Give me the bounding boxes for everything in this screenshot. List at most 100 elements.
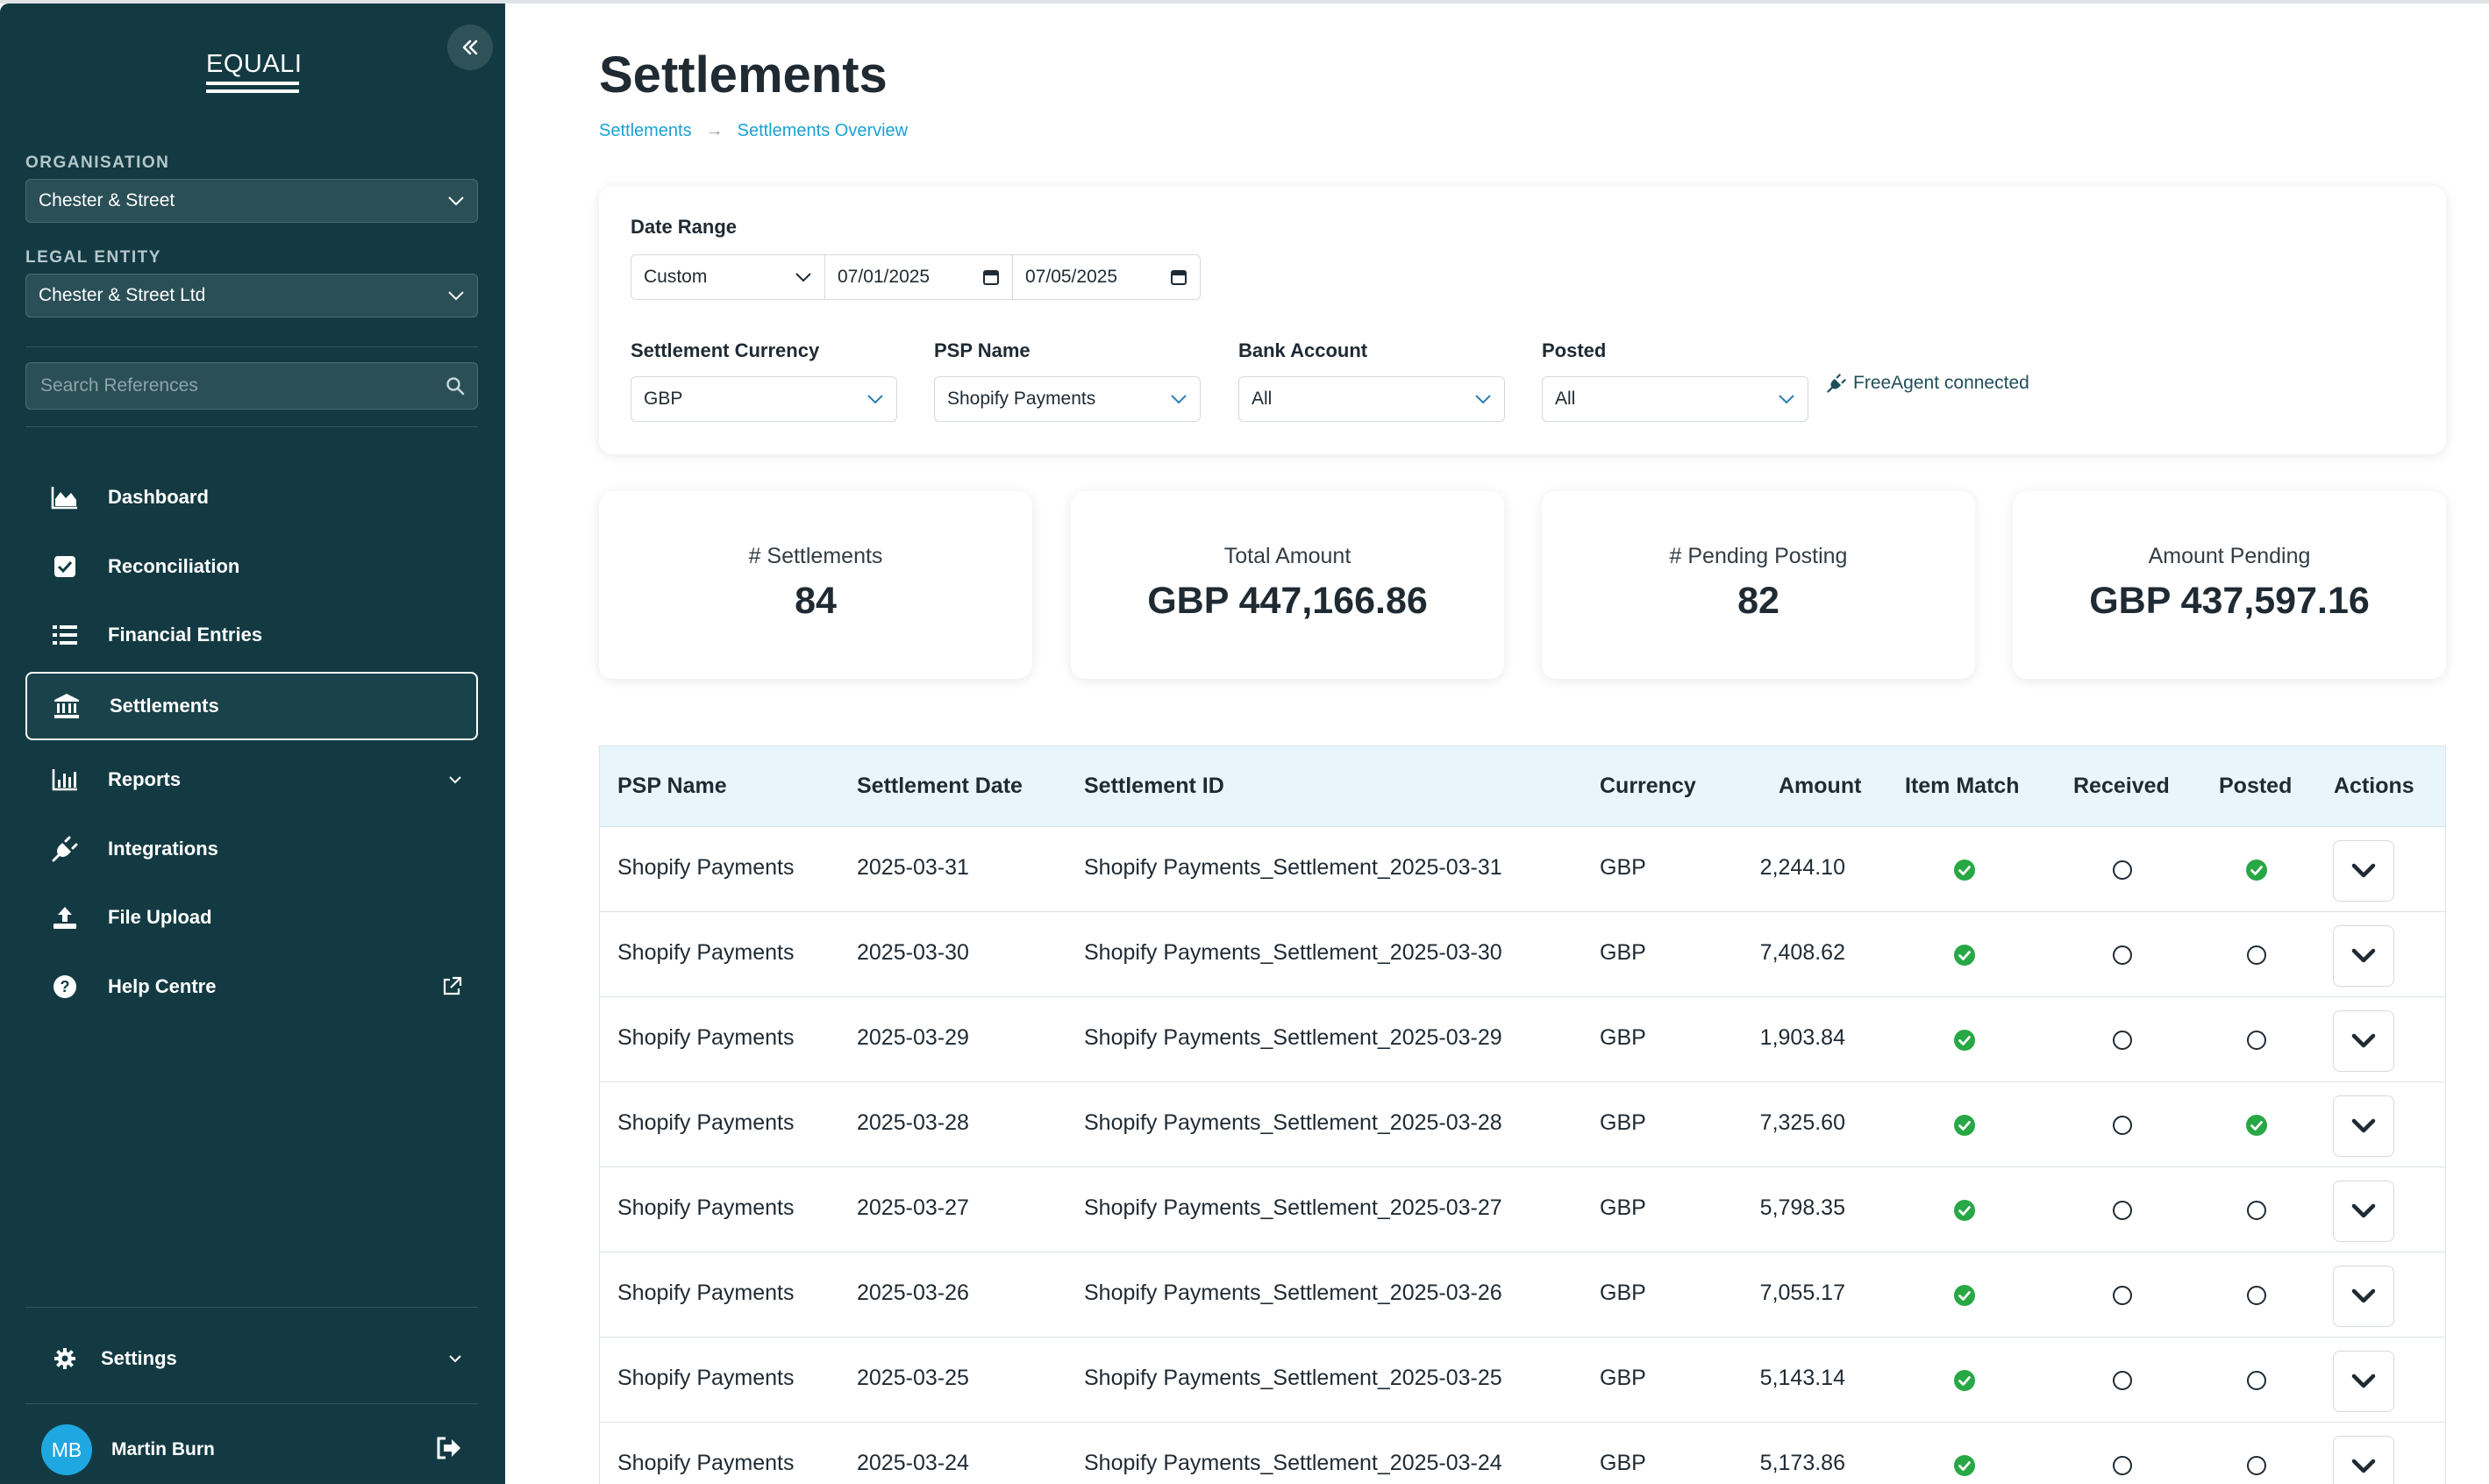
expand-row-button[interactable] bbox=[2333, 925, 2394, 987]
expand-row-button[interactable] bbox=[2333, 1010, 2394, 1072]
cell-psp-name: Shopify Payments bbox=[617, 940, 795, 965]
expand-row-button[interactable] bbox=[2333, 1351, 2394, 1412]
date-range-type-select[interactable]: Custom bbox=[631, 254, 825, 300]
chevron-down-icon[interactable] bbox=[448, 775, 462, 784]
sidebar-item-integrations[interactable]: Integrations bbox=[25, 815, 478, 883]
posted-select[interactable]: All bbox=[1542, 376, 1808, 422]
chart-area-icon bbox=[50, 482, 80, 512]
cell-psp-name: Shopify Payments bbox=[617, 1025, 795, 1050]
table-row[interactable]: Shopify Payments 2025-03-25 Shopify Paymen… bbox=[600, 1338, 2445, 1423]
plug-icon bbox=[1827, 374, 1846, 393]
table-row[interactable]: Shopify Payments 2025-03-28 Shopify Paymen… bbox=[600, 1082, 2445, 1167]
chevron-down-icon bbox=[2351, 1373, 2376, 1388]
expand-row-button[interactable] bbox=[2333, 1436, 2394, 1484]
sidebar-item-help-centre[interactable]: ? Help Centre bbox=[25, 952, 478, 1021]
table-row[interactable]: Shopify Payments 2025-03-30 Shopify Paymen… bbox=[600, 912, 2445, 997]
cell-settlement-date: 2025-03-25 bbox=[857, 1366, 969, 1390]
expand-row-button[interactable] bbox=[2333, 1181, 2394, 1242]
logout-icon[interactable] bbox=[436, 1437, 462, 1464]
currency-value: GBP bbox=[644, 389, 683, 409]
date-range-type-value: Custom bbox=[644, 267, 708, 287]
table-row[interactable]: Shopify Payments 2025-03-24 Shopify Paymen… bbox=[600, 1423, 2445, 1484]
sidebar-item-settlements[interactable]: Settlements bbox=[25, 672, 478, 740]
sidebar-item-file-upload[interactable]: File Upload bbox=[25, 883, 478, 952]
plug-icon bbox=[50, 834, 80, 864]
search-box[interactable] bbox=[25, 362, 478, 410]
cell-psp-name: Shopify Payments bbox=[617, 855, 795, 880]
psp-select[interactable]: Shopify Payments bbox=[934, 376, 1201, 422]
logo[interactable]: EQUALI bbox=[206, 49, 302, 97]
item-match-check-circle-icon bbox=[1954, 1370, 1975, 1391]
expand-row-button[interactable] bbox=[2333, 1095, 2394, 1157]
table-row[interactable]: Shopify Payments 2025-03-31 Shopify Paymen… bbox=[600, 827, 2445, 912]
page-title: Settlements bbox=[599, 46, 888, 103]
avatar[interactable]: MB bbox=[41, 1424, 92, 1475]
sidebar-item-settings[interactable]: Settings bbox=[25, 1324, 478, 1393]
chevron-down-icon[interactable] bbox=[448, 1354, 462, 1363]
posted-value: All bbox=[1555, 389, 1576, 409]
svg-text:?: ? bbox=[61, 978, 70, 995]
sidebar-item-reconciliation[interactable]: Reconciliation bbox=[25, 532, 478, 601]
calendar-icon[interactable] bbox=[1170, 268, 1187, 286]
chevron-down-icon bbox=[448, 291, 464, 301]
cell-settlement-id: Shopify Payments_Settlement_2025-03-30 bbox=[1084, 940, 1502, 965]
currency-label: Settlement Currency bbox=[631, 339, 820, 361]
chevron-down-icon bbox=[2351, 1033, 2376, 1048]
column-header-psp-name[interactable]: PSP Name bbox=[617, 774, 727, 798]
search-icon[interactable] bbox=[446, 376, 465, 396]
cell-amount: 5,143.14 bbox=[1759, 1366, 1845, 1390]
expand-row-button[interactable] bbox=[2333, 840, 2394, 902]
posted-empty-circle-icon bbox=[2246, 1455, 2267, 1476]
date-range-label: Date Range bbox=[631, 216, 738, 238]
cell-settlement-id: Shopify Payments_Settlement_2025-03-29 bbox=[1084, 1025, 1502, 1050]
external-link-icon[interactable] bbox=[441, 976, 462, 997]
column-header-settlement-id[interactable]: Settlement ID bbox=[1084, 774, 1224, 798]
table-row[interactable]: Shopify Payments 2025-03-26 Shopify Paymen… bbox=[600, 1252, 2445, 1338]
date-to-input[interactable]: 07/05/2025 bbox=[1013, 254, 1201, 300]
cell-settlement-id: Shopify Payments_Settlement_2025-03-28 bbox=[1084, 1110, 1502, 1135]
column-header-currency[interactable]: Currency bbox=[1600, 774, 1696, 798]
item-match-check-circle-icon bbox=[1954, 1455, 1975, 1476]
legal-entity-value: Chester & Street Ltd bbox=[39, 285, 206, 305]
breadcrumb-settlements-overview[interactable]: Settlements Overview bbox=[737, 121, 909, 140]
column-header-item-match[interactable]: Item Match bbox=[1905, 774, 2020, 798]
column-header-received[interactable]: Received bbox=[2073, 774, 2170, 798]
cell-settlement-date: 2025-03-24 bbox=[857, 1451, 969, 1475]
collapse-sidebar-button[interactable] bbox=[447, 25, 493, 70]
sidebar-item-reports[interactable]: Reports bbox=[25, 746, 478, 814]
search-input[interactable] bbox=[39, 375, 428, 397]
calendar-icon[interactable] bbox=[982, 268, 1000, 286]
table-row[interactable]: Shopify Payments 2025-03-29 Shopify Paymen… bbox=[600, 997, 2445, 1082]
chevron-down-icon bbox=[2351, 863, 2376, 878]
column-header-settlement-date[interactable]: Settlement Date bbox=[857, 774, 1023, 798]
cell-amount: 5,173.86 bbox=[1759, 1451, 1845, 1475]
item-match-check-circle-icon bbox=[1954, 860, 1975, 881]
bar-chart-icon bbox=[50, 765, 80, 795]
sidebar-item-dashboard[interactable]: Dashboard bbox=[25, 463, 478, 532]
currency-select[interactable]: GBP bbox=[631, 376, 897, 422]
chevron-down-icon bbox=[1779, 395, 1794, 404]
received-empty-circle-icon bbox=[2112, 945, 2133, 966]
table-row[interactable]: Shopify Payments 2025-03-27 Shopify Paymen… bbox=[600, 1167, 2445, 1252]
item-match-check-circle-icon bbox=[1954, 1200, 1975, 1221]
sidebar-item-financial-entries[interactable]: Financial Entries bbox=[25, 601, 478, 669]
bank-account-select[interactable]: All bbox=[1238, 376, 1505, 422]
posted-empty-circle-icon bbox=[2246, 1200, 2267, 1221]
breadcrumb-settlements[interactable]: Settlements bbox=[599, 121, 692, 140]
legal-entity-select[interactable]: Chester & Street Ltd bbox=[25, 274, 478, 317]
expand-row-button[interactable] bbox=[2333, 1266, 2394, 1327]
organisation-select[interactable]: Chester & Street bbox=[25, 179, 478, 223]
date-from-value: 07/01/2025 bbox=[838, 267, 931, 287]
received-empty-circle-icon bbox=[2112, 860, 2133, 881]
user-profile[interactable]: MB Martin Burn bbox=[25, 1424, 478, 1475]
column-header-posted[interactable]: Posted bbox=[2219, 774, 2293, 798]
column-header-amount[interactable]: Amount bbox=[1779, 774, 1862, 798]
sidebar-divider bbox=[25, 426, 478, 427]
stat-value: GBP 437,597.16 bbox=[2089, 580, 2370, 622]
date-from-input[interactable]: 07/01/2025 bbox=[825, 254, 1013, 300]
chevron-down-icon bbox=[2351, 1288, 2376, 1303]
freeagent-status[interactable]: FreeAgent connected bbox=[1827, 373, 2029, 394]
cell-settlement-id: Shopify Payments_Settlement_2025-03-24 bbox=[1084, 1451, 1502, 1475]
sidebar-divider bbox=[25, 1403, 478, 1404]
psp-value: Shopify Payments bbox=[947, 389, 1096, 409]
